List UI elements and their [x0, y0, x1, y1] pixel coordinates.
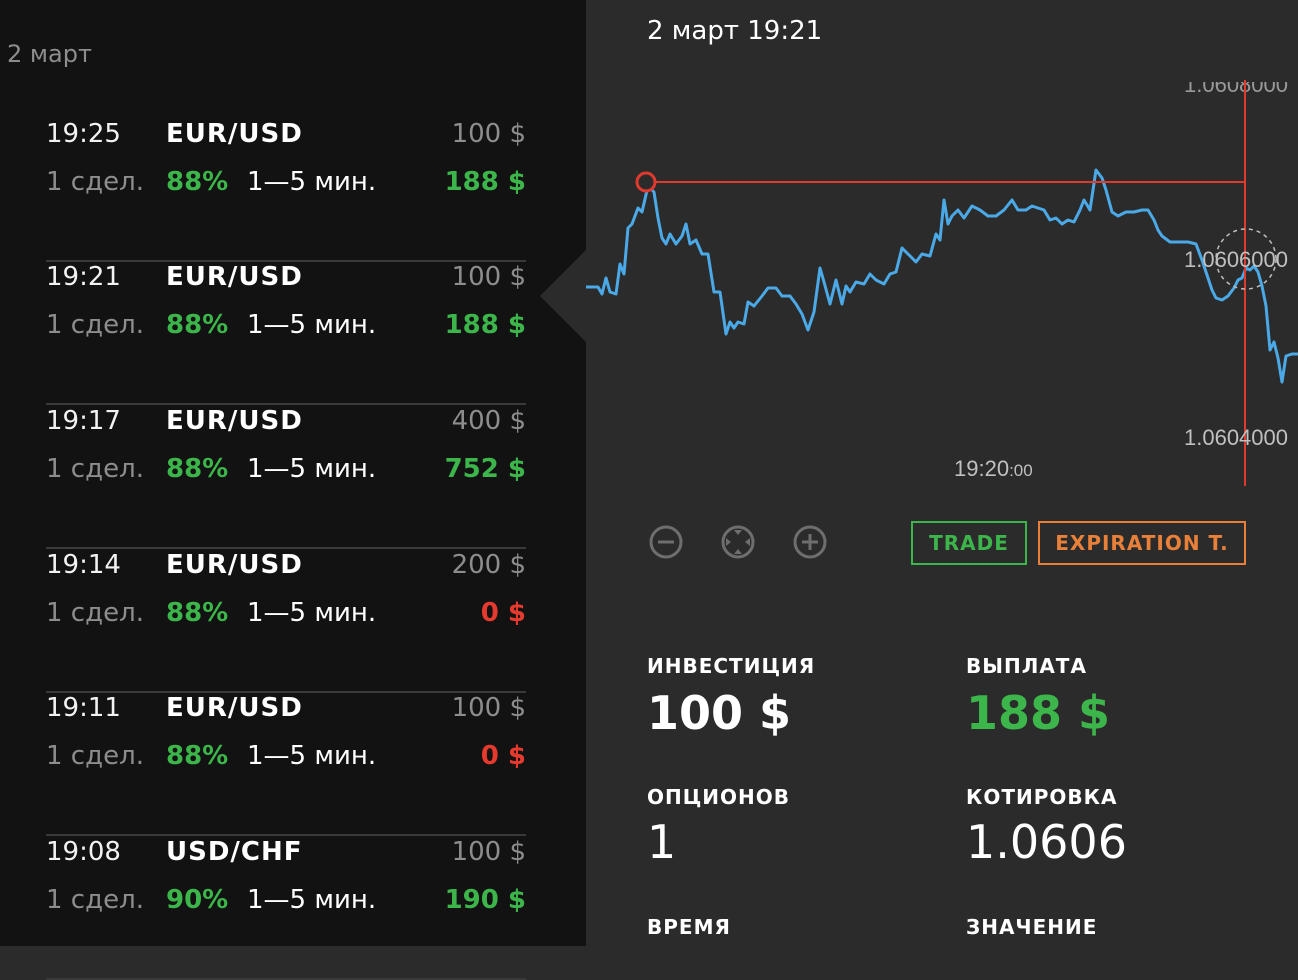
payout-value: 188 $	[966, 686, 1111, 740]
deal-payout: 0 $	[480, 741, 526, 771]
deal-amount: 100 $	[451, 837, 526, 867]
deal-count: 1 сдел.	[46, 598, 144, 628]
selection-pointer	[540, 250, 586, 342]
deal-percent: 88%	[166, 454, 229, 484]
deal-time: 19:08	[46, 837, 121, 867]
deal-item[interactable]: 19:14 EUR/USD 200 $ 1 сдел. 88% 1—5 мин.…	[46, 550, 526, 693]
history-date: 2 март	[7, 40, 92, 68]
y-axis-label: 1.0606000	[1184, 247, 1288, 272]
deal-percent: 88%	[166, 741, 229, 771]
deal-payout: 188 $	[444, 310, 526, 340]
deal-payout: 188 $	[444, 167, 526, 197]
deal-count: 1 сдел.	[46, 454, 144, 484]
deal-duration: 1—5 мин.	[247, 310, 377, 340]
label-mask	[1166, 60, 1298, 82]
price-line	[586, 168, 1298, 384]
deal-amount: 400 $	[451, 406, 526, 436]
deal-time: 19:25	[46, 119, 121, 149]
deal-pair: EUR/USD	[166, 693, 303, 723]
zoom-in-icon[interactable]	[792, 524, 828, 560]
deal-item[interactable]: 19:08 USD/CHF 100 $ 1 сдел. 90% 1—5 мин.…	[46, 837, 526, 980]
deal-duration: 1—5 мин.	[247, 454, 377, 484]
options-label: ОПЦИОНОВ	[647, 785, 791, 809]
deal-time: 19:17	[46, 406, 121, 436]
deal-payout: 752 $	[444, 454, 526, 484]
deal-amount: 200 $	[451, 550, 526, 580]
deal-count: 1 сдел.	[46, 885, 144, 915]
deal-pair: EUR/USD	[166, 550, 303, 580]
x-axis-label-main: 19:20	[954, 456, 1009, 481]
deal-duration: 1—5 мин.	[247, 741, 377, 771]
deal-count: 1 сдел.	[46, 167, 144, 197]
deal-item-selected[interactable]: 19:21 EUR/USD 100 $ 1 сдел. 88% 1—5 мин.…	[46, 262, 526, 405]
deal-duration: 1—5 мин.	[247, 598, 377, 628]
payout-label: ВЫПЛАТА	[966, 654, 1087, 678]
detail-title: 2 март 19:21	[647, 16, 823, 46]
options-value: 1	[647, 815, 677, 869]
investment-value: 100 $	[647, 686, 792, 740]
deal-item[interactable]: 19:11 EUR/USD 100 $ 1 сдел. 88% 1—5 мин.…	[46, 693, 526, 836]
expiration-marker	[1215, 228, 1277, 290]
x-axis-label-seconds: :00	[1009, 461, 1033, 480]
deal-time: 19:14	[46, 550, 121, 580]
deal-percent: 88%	[166, 598, 229, 628]
fit-view-icon[interactable]	[720, 524, 756, 560]
deal-item[interactable]: 19:17 EUR/USD 400 $ 1 сдел. 88% 1—5 мин.…	[46, 406, 526, 549]
investment-label: ИНВЕСТИЦИЯ	[647, 654, 816, 678]
deal-pair: EUR/USD	[166, 262, 303, 292]
deal-payout: 190 $	[444, 885, 526, 915]
time-label: ВРЕМЯ	[647, 915, 731, 939]
value-label: ЗНАЧЕНИЕ	[966, 915, 1098, 939]
entry-marker	[635, 171, 657, 193]
deal-time: 19:21	[46, 262, 121, 292]
deal-item[interactable]: 19:25 EUR/USD 100 $ 1 сдел. 88% 1—5 мин.…	[46, 119, 526, 262]
deal-count: 1 сдел.	[46, 310, 144, 340]
quote-value: 1.0606	[966, 815, 1127, 869]
deal-amount: 100 $	[451, 262, 526, 292]
deal-percent: 90%	[166, 885, 229, 915]
trade-button[interactable]: TRADE	[911, 521, 1027, 565]
deal-payout: 0 $	[480, 598, 526, 628]
price-chart[interactable]: 1.0608000 1.0606000 1.0604000 19:20:00	[586, 60, 1298, 500]
x-axis-label: 19:20:00	[954, 456, 1033, 481]
expiration-time-button[interactable]: EXPIRATION T.	[1038, 521, 1246, 565]
deal-detail-panel: 2 март 19:21 1.0608000 1.0606000 1.06040…	[586, 0, 1298, 946]
deal-time: 19:11	[46, 693, 121, 723]
deal-percent: 88%	[166, 167, 229, 197]
deal-amount: 100 $	[451, 119, 526, 149]
deal-duration: 1—5 мин.	[247, 885, 377, 915]
quote-label: КОТИРОВКА	[966, 785, 1118, 809]
y-axis-label: 1.0604000	[1184, 425, 1288, 450]
deal-pair: USD/CHF	[166, 837, 303, 867]
deal-percent: 88%	[166, 310, 229, 340]
history-panel: 2 март 19:25 EUR/USD 100 $ 1 сдел. 88% 1…	[0, 0, 586, 980]
deal-count: 1 сдел.	[46, 741, 144, 771]
deal-pair: EUR/USD	[166, 119, 303, 149]
zoom-out-icon[interactable]	[648, 524, 684, 560]
deal-pair: EUR/USD	[166, 406, 303, 436]
deal-amount: 100 $	[451, 693, 526, 723]
deal-duration: 1—5 мин.	[247, 167, 377, 197]
